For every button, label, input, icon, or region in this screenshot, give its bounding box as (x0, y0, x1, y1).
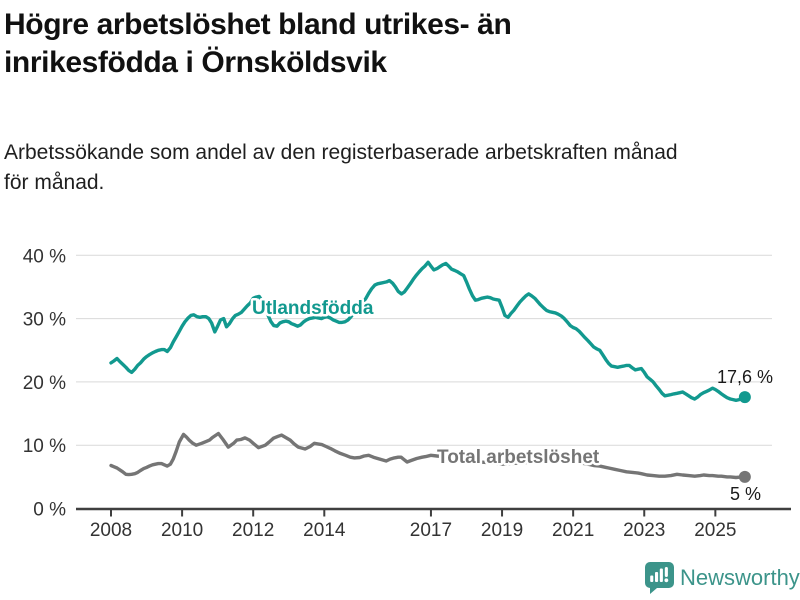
chart-subtitle-line1: Arbetssökande som andel av den registerb… (4, 141, 678, 164)
bar-large (659, 568, 663, 582)
end-value-label-1: 5 % (730, 484, 761, 504)
brand-name: Newsworthy (680, 565, 800, 590)
x-tick-label-2017: 2017 (410, 520, 452, 541)
y-tick-label-20: 20 % (23, 373, 66, 394)
page-title: Högre arbetslöshet bland utrikes- än inr… (4, 6, 744, 82)
chart-subtitle: Arbetssökande som andel av den registerb… (4, 138, 784, 198)
exclamation-dot (664, 578, 669, 583)
page-title-line1: Högre arbetslöshet bland utrikes- än (4, 8, 512, 41)
x-tick-label-2023: 2023 (623, 520, 665, 541)
x-tick-label-2012: 2012 (232, 520, 274, 541)
x-tick-label-2021: 2021 (552, 520, 594, 541)
bar-medium (655, 572, 659, 582)
series-label-0: Utlandsfödda (252, 298, 374, 319)
chart-subtitle-line2: för månad. (4, 171, 105, 194)
x-tick-label-2010: 2010 (161, 520, 203, 541)
newsworthy-logo-icon (645, 562, 674, 594)
series-label-1: Total arbetslöshet (437, 447, 600, 468)
end-dot-1 (738, 470, 751, 483)
y-tick-label-30: 30 % (23, 310, 66, 331)
speech-bubble-shape (645, 562, 674, 594)
y-tick-label-10: 10 % (23, 436, 66, 457)
newsworthy-logo: Newsworthy (644, 561, 800, 597)
y-tick-label-40: 40 % (23, 246, 66, 267)
x-tick-label-2019: 2019 (481, 520, 523, 541)
exclamation-bar (664, 567, 668, 577)
bar-small (650, 575, 654, 582)
series-line-0 (109, 260, 747, 402)
end-dot-0 (738, 391, 751, 404)
series-line-1 (109, 431, 747, 480)
x-tick-label-2014: 2014 (303, 520, 346, 541)
end-value-label-0: 17,6 % (717, 367, 773, 387)
page-title-line2: inrikesfödda i Örnsköldsvik (4, 46, 387, 79)
x-tick-label-2025: 2025 (694, 520, 736, 541)
x-tick-label-2008: 2008 (90, 520, 132, 541)
y-tick-label-0: 0 % (33, 500, 66, 521)
